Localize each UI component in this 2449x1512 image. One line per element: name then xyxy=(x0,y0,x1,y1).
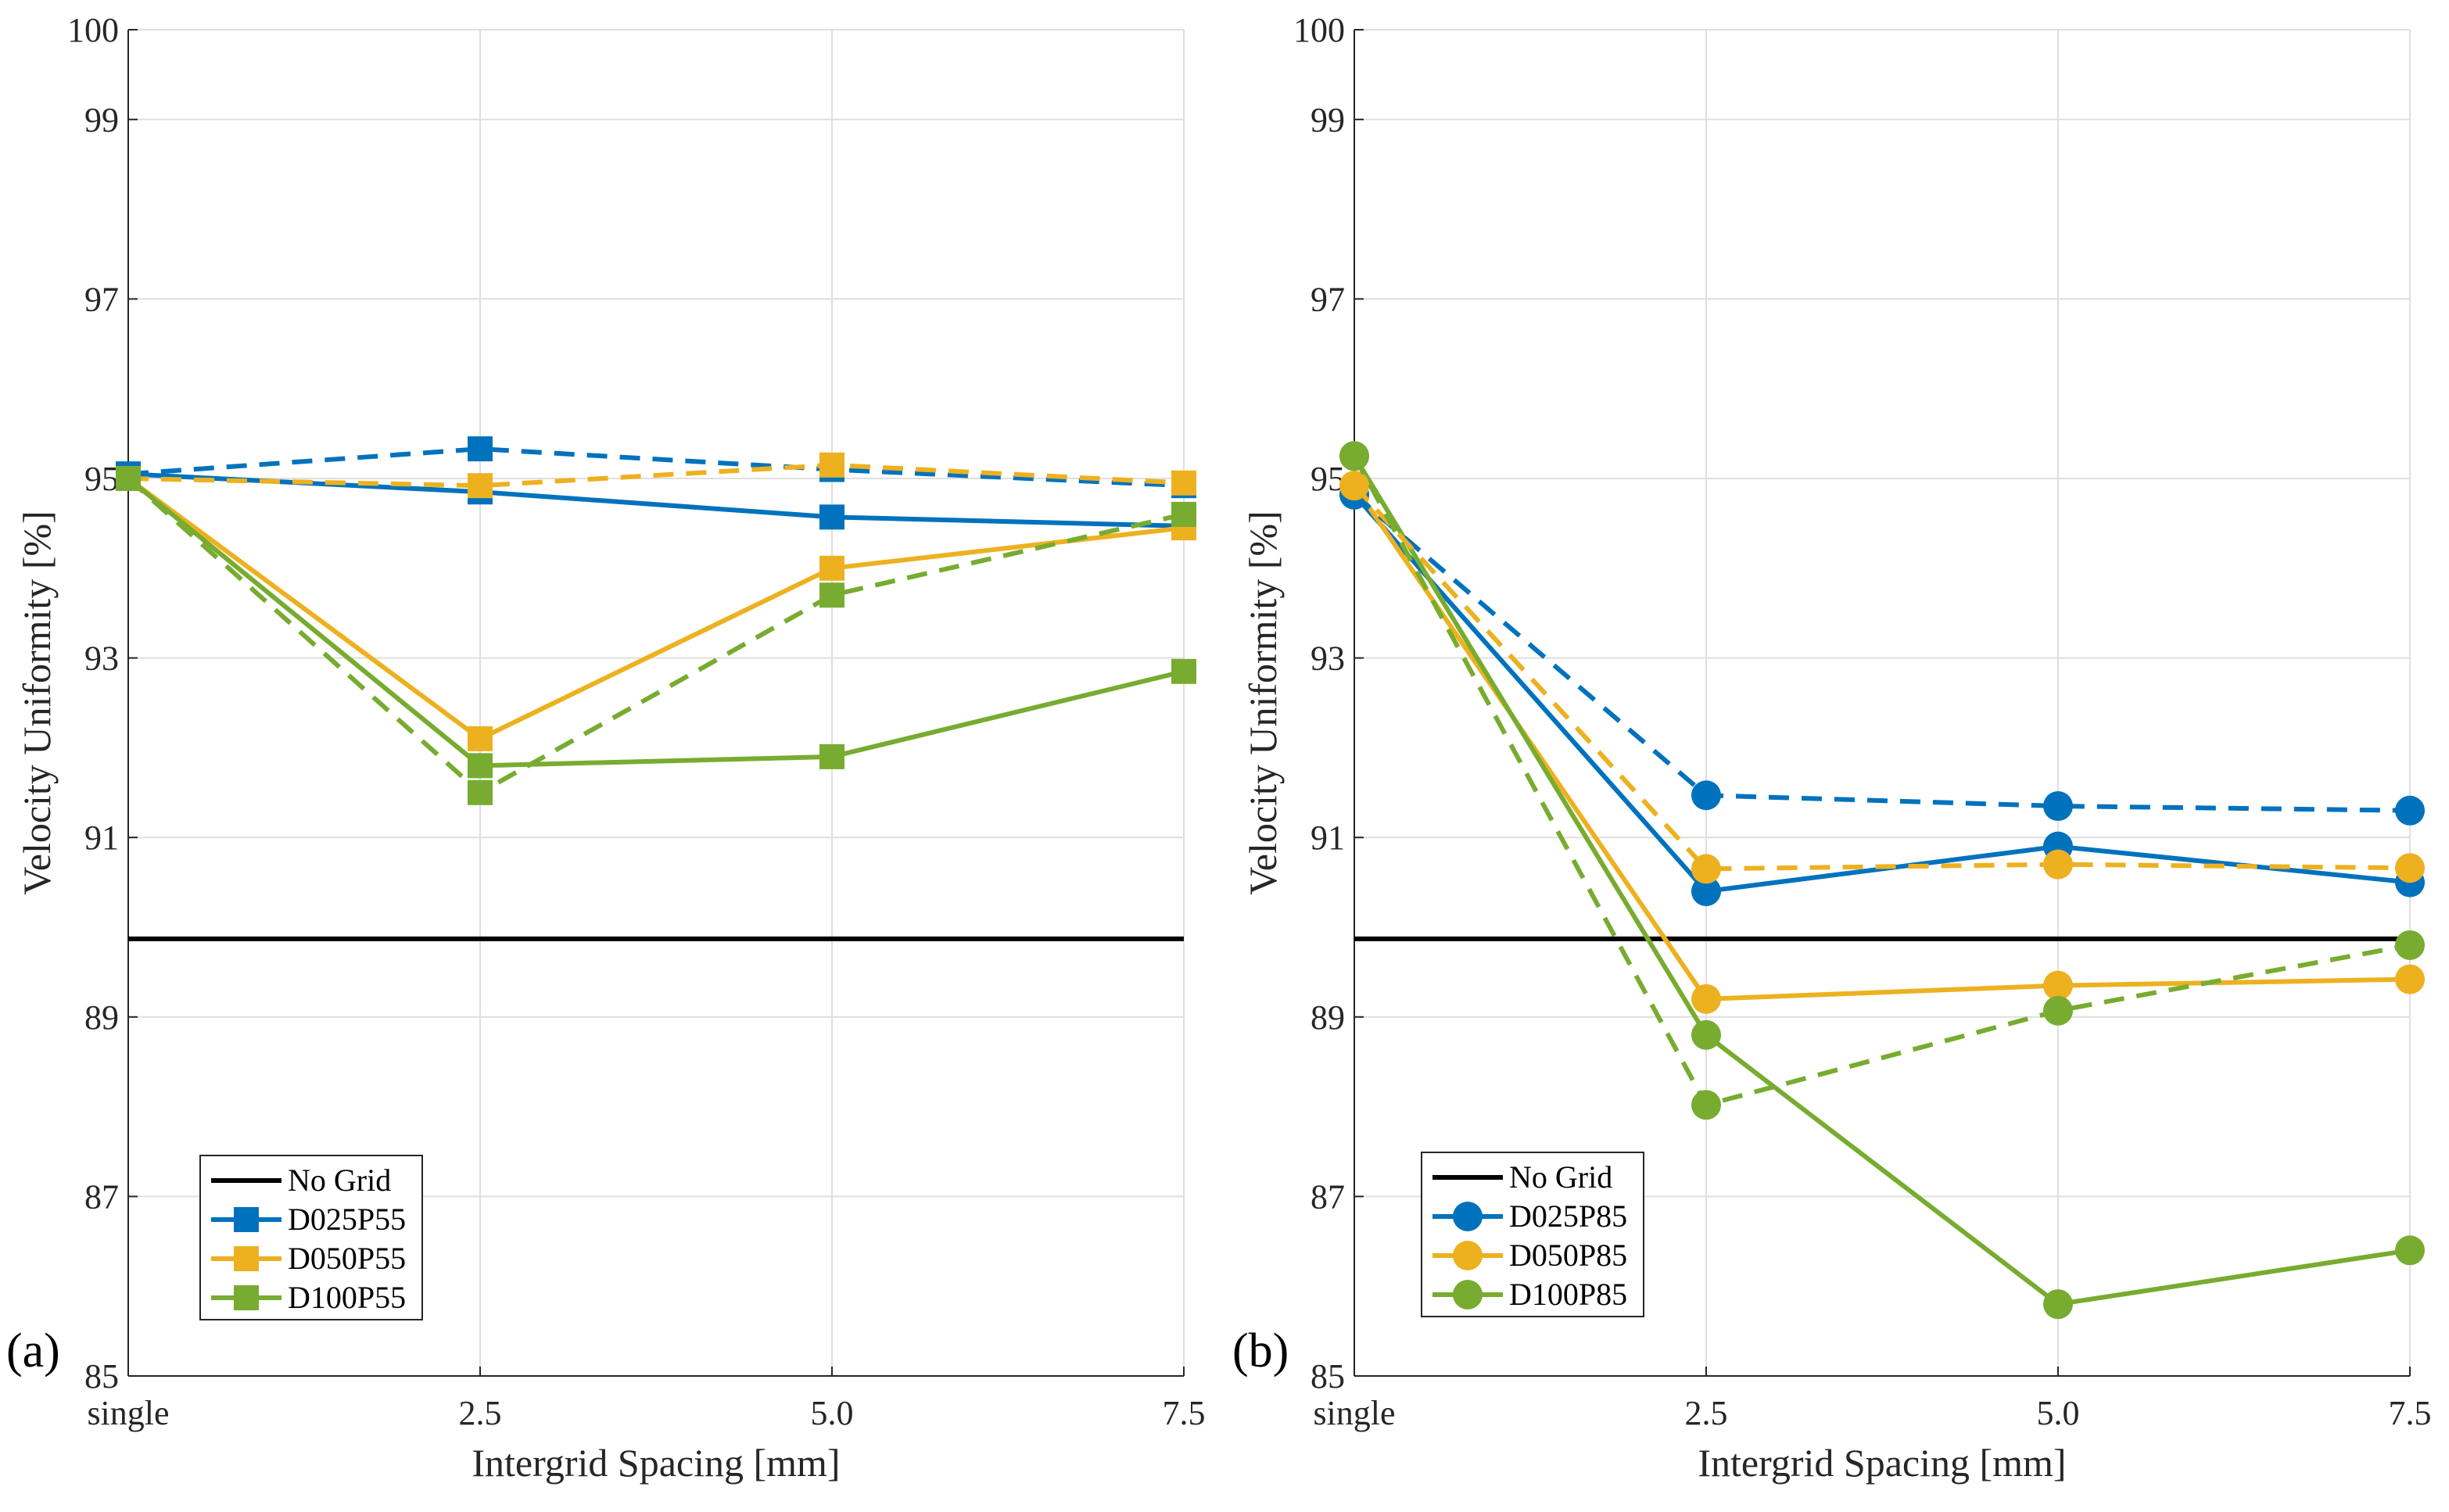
y-tick-label-5: 95 xyxy=(84,460,119,498)
data-point-d050p85-1 xyxy=(1691,984,1721,1014)
y-axis-label: Velocity Uniformity [%] xyxy=(15,511,59,895)
data-point-d100p85-dashed-2 xyxy=(2043,995,2073,1026)
data-point-d100p55-dashed-0 xyxy=(116,466,141,491)
panel-label: (a) xyxy=(6,1324,60,1378)
y-tick-label-5: 95 xyxy=(1311,460,1345,498)
series-line-d100p55 xyxy=(127,476,1185,769)
data-point-d050p55-2 xyxy=(819,555,844,581)
legend-marker-d025p85 xyxy=(1453,1202,1483,1231)
x-tick-label-0: single xyxy=(87,1394,169,1432)
data-point-d050p55-dashed-2 xyxy=(819,452,844,478)
data-point-d050p85-dashed-2 xyxy=(2043,849,2073,880)
data-point-d025p55-2 xyxy=(819,504,844,530)
data-point-d025p85-dashed-2 xyxy=(2043,791,2073,822)
legend-marker-d100p85 xyxy=(1453,1280,1483,1310)
legend-label-d050p85: D050P85 xyxy=(1509,1238,1627,1273)
y-tick-label-3: 91 xyxy=(1311,819,1345,857)
legend-marker-d050p55 xyxy=(234,1246,259,1271)
legend-label-no-grid: No Grid xyxy=(1509,1159,1612,1195)
x-tick-label-3: 7.5 xyxy=(1163,1394,1206,1432)
data-point-d100p55-1 xyxy=(468,753,493,779)
series-line-d100p55-dashed xyxy=(127,476,1185,795)
legend-marker-d025p55 xyxy=(234,1207,259,1232)
x-tick-label-2: 5.0 xyxy=(2037,1394,2080,1432)
data-point-d025p85-dashed-3 xyxy=(2395,795,2425,826)
data-point-d025p85-dashed-1 xyxy=(1691,780,1721,811)
data-point-d100p85-dashed-1 xyxy=(1691,1090,1721,1120)
x-axis-label: Intergrid Spacing [mm] xyxy=(472,1441,840,1485)
y-tick-label-8: 100 xyxy=(67,11,119,49)
x-tick-label-1: 2.5 xyxy=(1685,1394,1728,1432)
y-axis-label: Velocity Uniformity [%] xyxy=(1241,511,1285,895)
data-point-d025p55-dashed-1 xyxy=(468,436,493,462)
data-point-d050p85-2 xyxy=(2043,970,2073,1001)
x-tick-label-0: single xyxy=(1313,1394,1395,1432)
data-point-d050p55-1 xyxy=(468,726,493,751)
y-tick-label-4: 93 xyxy=(84,640,119,678)
data-point-d100p85-dashed-0 xyxy=(1339,441,1369,471)
legend-label-d025p85: D025P85 xyxy=(1509,1198,1627,1234)
y-tick-label-8: 100 xyxy=(1293,11,1345,49)
legend-label-d100p55: D100P55 xyxy=(288,1280,406,1315)
data-point-d100p55-dashed-3 xyxy=(1171,501,1196,527)
data-point-d100p85-1 xyxy=(1691,1019,1721,1050)
x-axis-label: Intergrid Spacing [mm] xyxy=(1698,1441,2066,1485)
series-line-d025p85-dashed xyxy=(1353,493,2411,813)
x-tick-label-1: 2.5 xyxy=(459,1394,502,1432)
y-tick-label-7: 99 xyxy=(1311,101,1345,139)
series-d050p85-dashed xyxy=(1339,471,2425,884)
series-line-d100p85 xyxy=(1352,454,2411,1307)
data-point-d100p85-3 xyxy=(2395,1235,2425,1266)
data-point-d100p55-dashed-2 xyxy=(819,582,844,608)
data-point-d100p85-dashed-3 xyxy=(2395,930,2425,960)
panel-b: 85 87 89 91 93 95 97 99 100 single 2.5 5.0 7.5 Interg… xyxy=(1232,11,2432,1485)
panel-label: (b) xyxy=(1232,1324,1289,1378)
legend-label-no-grid: No Grid xyxy=(288,1163,391,1198)
y-tick-label-3: 91 xyxy=(84,819,119,857)
legend-label-d050p55: D050P55 xyxy=(288,1241,406,1276)
series-d100p85-dashed xyxy=(1339,441,2425,1120)
y-tick-label-7: 99 xyxy=(84,101,119,139)
y-tick-label-4: 93 xyxy=(1311,640,1345,678)
data-point-d100p55-dashed-1 xyxy=(468,779,493,805)
legend-marker-d050p85 xyxy=(1453,1241,1483,1270)
data-point-d100p55-2 xyxy=(819,743,844,769)
data-point-d025p85-1 xyxy=(1691,876,1721,907)
data-point-d050p85-dashed-0 xyxy=(1339,471,1369,501)
data-point-d050p55-dashed-3 xyxy=(1171,470,1196,496)
plot-area xyxy=(128,30,1184,1376)
data-point-d050p55-dashed-1 xyxy=(468,473,493,499)
y-tick-label-2: 89 xyxy=(1311,998,1345,1037)
data-point-d050p85-dashed-3 xyxy=(2395,853,2425,883)
data-point-d100p55-3 xyxy=(1171,658,1196,684)
panel-a: 85 87 89 91 93 95 97 99 100 single 2.5 5.0 7.5 Interg… xyxy=(6,11,1206,1485)
series-d050p55-dashed xyxy=(116,452,1196,499)
series-d100p55-dashed xyxy=(116,466,1196,805)
legend-label-d100p85: D100P85 xyxy=(1509,1277,1627,1312)
data-point-d050p85-dashed-1 xyxy=(1691,854,1721,884)
series-line-d100p85-dashed xyxy=(1352,454,2411,1108)
legend-marker-d100p55 xyxy=(234,1285,259,1310)
legend: No Grid D025P55 D050P55 D100P55 xyxy=(199,1155,423,1320)
series-line-d050p55-dashed xyxy=(127,462,1185,489)
y-tick-label-2: 89 xyxy=(84,998,119,1037)
series-line-d050p85-dashed xyxy=(1352,484,2411,872)
data-point-d050p85-3 xyxy=(2395,964,2425,994)
y-tick-label-1: 87 xyxy=(84,1177,119,1216)
series-line-d050p55 xyxy=(127,476,1185,741)
data-point-d100p85-2 xyxy=(2043,1289,2073,1320)
y-tick-label-0: 85 xyxy=(1311,1357,1345,1396)
series-line-d025p55-dashed xyxy=(127,446,1185,489)
x-tick-label-2: 5.0 xyxy=(811,1394,854,1432)
y-tick-label-6: 97 xyxy=(84,280,119,318)
y-tick-label-0: 85 xyxy=(84,1357,119,1396)
legend-label-d025p55: D025P55 xyxy=(288,1202,406,1237)
y-tick-label-1: 87 xyxy=(1311,1177,1345,1216)
y-tick-label-6: 97 xyxy=(1311,280,1345,318)
x-tick-label-3: 7.5 xyxy=(2389,1394,2432,1432)
